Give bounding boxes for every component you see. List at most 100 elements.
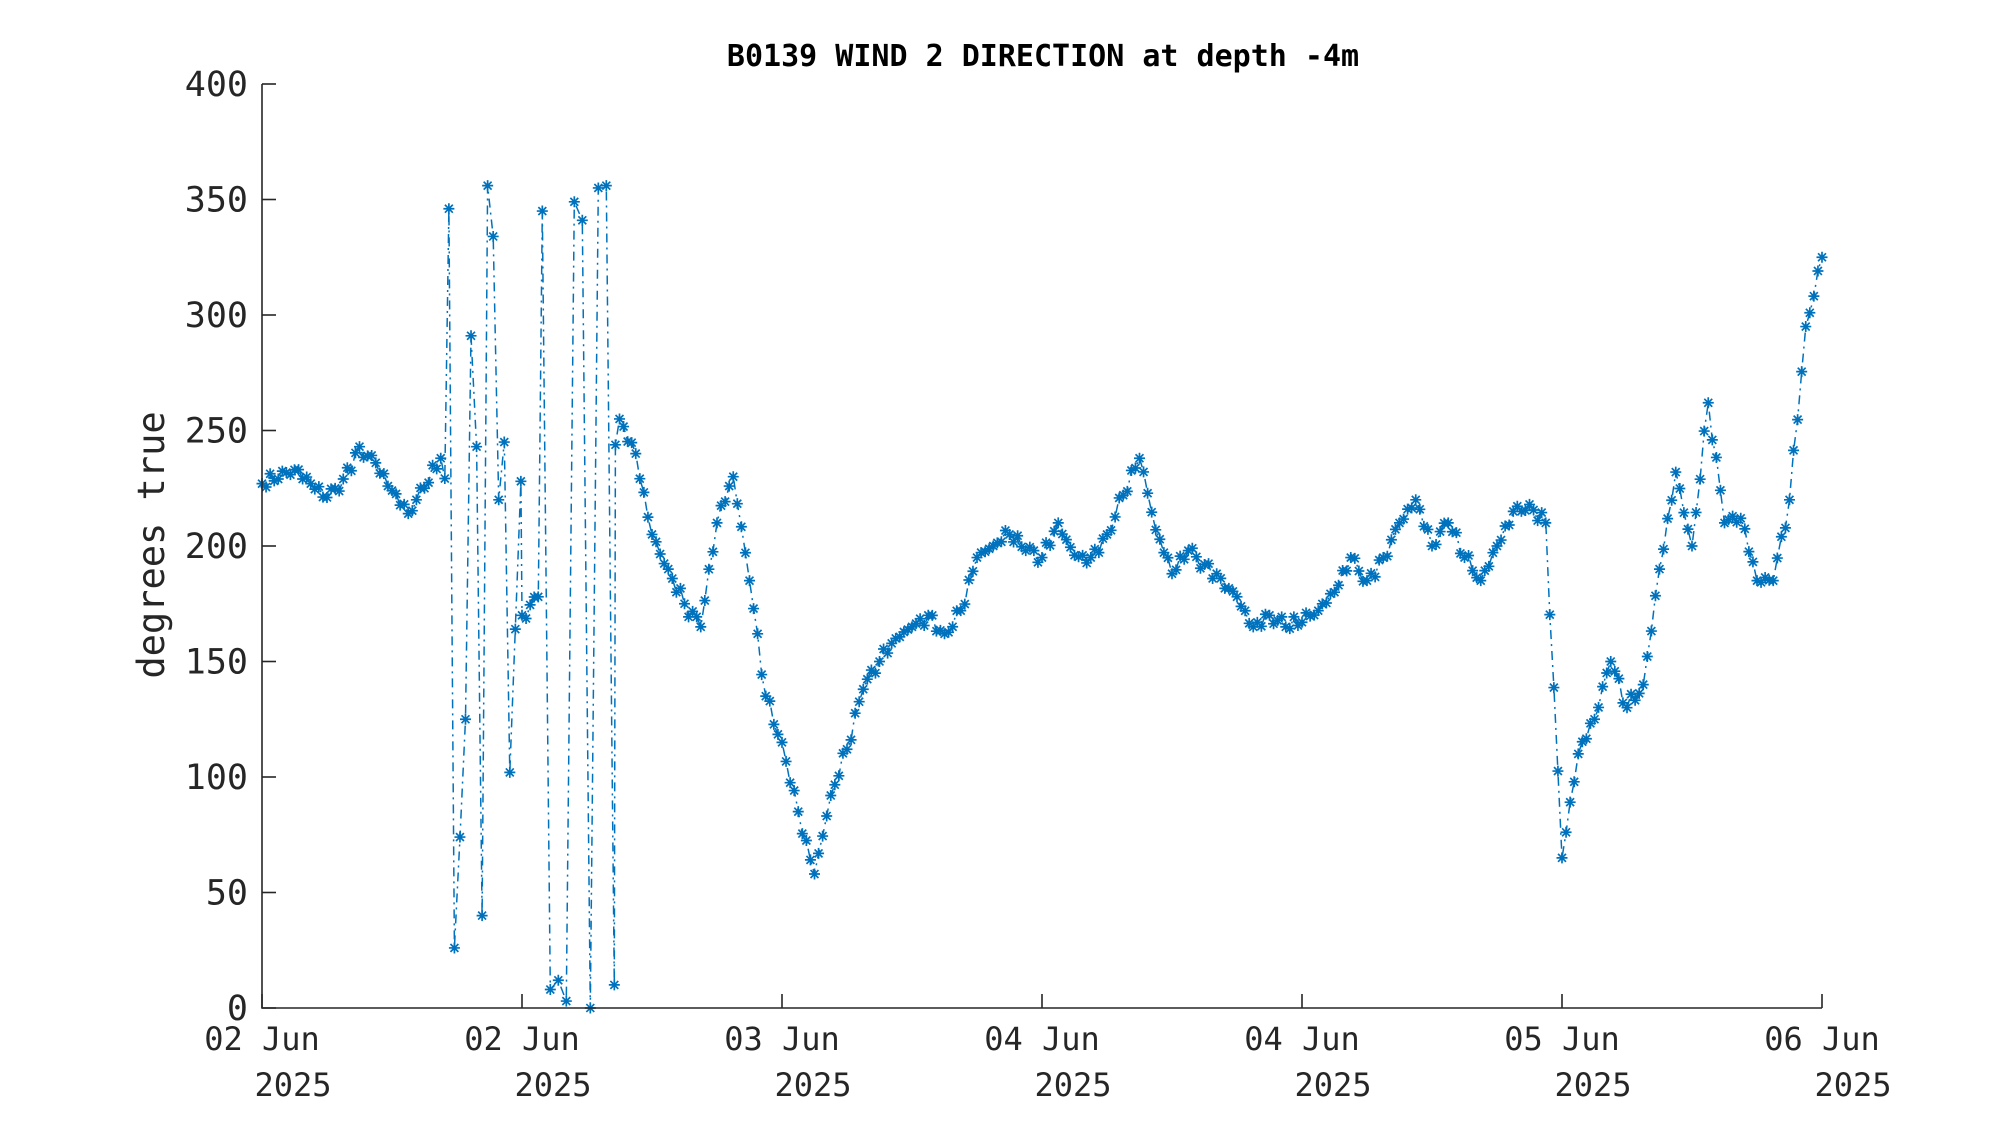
data-point [752, 628, 764, 640]
data-point [1113, 492, 1125, 504]
data-point [1097, 533, 1109, 545]
data-point [674, 582, 686, 594]
data-point [1264, 609, 1275, 621]
data-point [1747, 556, 1759, 568]
data-point [1568, 776, 1580, 788]
data-point [955, 605, 967, 617]
data-point [345, 465, 357, 477]
data-point [1658, 543, 1670, 555]
data-point [1426, 540, 1438, 552]
data-point [687, 605, 699, 617]
data-point [1584, 717, 1596, 729]
data-point [861, 673, 873, 685]
data-point [1800, 321, 1812, 333]
data-point [630, 448, 642, 460]
data-point [1678, 507, 1690, 519]
data-point [1093, 547, 1105, 559]
data-point [1032, 556, 1044, 568]
data-point [804, 854, 816, 866]
data-point [333, 485, 345, 497]
data-point [1385, 534, 1397, 546]
data-point [349, 447, 361, 459]
y-tick-label: 300 [185, 296, 248, 336]
data-point [1637, 679, 1649, 691]
data-point [309, 483, 321, 495]
data-point [1625, 688, 1637, 700]
data-point [882, 647, 894, 659]
data-point [1129, 462, 1141, 474]
data-point [1125, 464, 1137, 476]
data-point [650, 536, 662, 548]
data-point [301, 471, 313, 483]
data-point [1503, 519, 1515, 531]
data-point [1633, 687, 1645, 699]
data-point [524, 599, 536, 611]
data-point [800, 835, 812, 847]
data-point [825, 789, 837, 801]
data-point [731, 498, 743, 510]
data-point [1304, 610, 1316, 622]
data-point [1499, 520, 1511, 532]
data-point [796, 828, 808, 840]
x-tick-label-date: 04 Jun [984, 1020, 1100, 1058]
data-point [857, 683, 869, 695]
data-point [1414, 503, 1426, 515]
data-point [1406, 502, 1418, 514]
data-point [1138, 466, 1150, 478]
data-point [1158, 547, 1170, 559]
data-point [1389, 523, 1401, 535]
data-point [1511, 500, 1523, 512]
data-point [609, 439, 621, 451]
data-point [1004, 528, 1015, 540]
data-point [1454, 547, 1466, 559]
data-point [999, 525, 1011, 537]
x-tick-label-date: 04 Jun [1244, 1020, 1360, 1058]
data-point [297, 473, 309, 485]
x-tick-label-date: 05 Jun [1504, 1020, 1620, 1058]
data-point [1296, 616, 1308, 628]
data-point [1105, 524, 1117, 536]
data-point [1207, 572, 1219, 584]
data-point [1507, 505, 1519, 517]
data-point [515, 475, 527, 487]
data-point [1369, 571, 1381, 583]
data-point [902, 624, 914, 636]
data-point [1324, 588, 1336, 600]
data-point [1775, 531, 1787, 543]
data-point [1475, 575, 1487, 587]
data-point [1239, 605, 1251, 617]
data-point [1008, 536, 1020, 548]
data-point [1621, 702, 1633, 714]
data-point [1069, 549, 1080, 561]
data-point [498, 436, 510, 448]
data-point [448, 942, 460, 954]
data-point [813, 847, 825, 859]
data-point [487, 230, 499, 242]
data-point [1064, 541, 1076, 553]
data-point [756, 669, 768, 681]
data-point [784, 777, 796, 789]
data-point [735, 521, 747, 533]
data-point [1446, 526, 1458, 538]
data-point [1641, 651, 1653, 663]
data-point [1016, 541, 1028, 553]
y-tick-label: 200 [185, 527, 248, 567]
data-point [618, 421, 630, 433]
data-point [1714, 484, 1726, 496]
data-point [1121, 485, 1133, 497]
data-point [1613, 673, 1625, 685]
data-point [1617, 697, 1629, 709]
data-point [703, 563, 715, 575]
data-point [423, 477, 435, 489]
data-point [642, 511, 654, 523]
data-point [284, 469, 296, 481]
data-point [821, 810, 833, 822]
data-point [431, 463, 443, 475]
y-tick-label: 250 [185, 412, 248, 452]
data-point [280, 467, 292, 479]
data-point [370, 457, 382, 469]
x-tick-label-year: 2025 [1294, 1066, 1371, 1104]
data-point [1052, 517, 1064, 529]
data-point [1564, 796, 1576, 808]
data-point [293, 464, 305, 476]
